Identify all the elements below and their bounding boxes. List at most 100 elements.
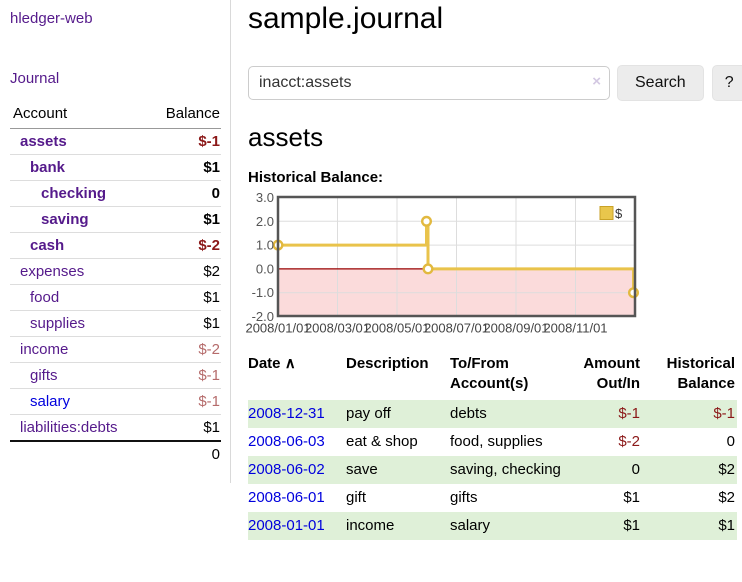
search-input[interactable] bbox=[248, 66, 610, 100]
svg-text:3.0: 3.0 bbox=[256, 190, 274, 205]
svg-text:2008/05/01: 2008/05/01 bbox=[364, 321, 429, 336]
chart-svg: $ 3.0 2.0 1.0 0.0 -1.0 -2.0 2008/01/01 2… bbox=[248, 193, 646, 339]
clear-search-icon[interactable]: × bbox=[592, 73, 601, 90]
svg-text:2008/03/01: 2008/03/01 bbox=[305, 321, 370, 336]
transaction-date-link[interactable]: 2008-06-01 bbox=[248, 489, 325, 506]
transaction-date-link[interactable]: 2008-12-31 bbox=[248, 405, 325, 422]
account-heading: assets bbox=[248, 122, 742, 153]
account-link-cash[interactable]: cash bbox=[30, 237, 64, 254]
transaction-accounts: gifts bbox=[450, 484, 580, 512]
transaction-amount: $-1 bbox=[580, 400, 642, 428]
accounts-total-value: 0 bbox=[147, 441, 221, 467]
account-balance: $1 bbox=[147, 415, 221, 442]
account-link-checking[interactable]: checking bbox=[41, 185, 106, 202]
register-col-date[interactable]: Date ∧ bbox=[248, 352, 346, 400]
sort-ascending-icon: ∧ bbox=[285, 355, 296, 372]
register-col-balance: Historical Balance bbox=[642, 352, 737, 400]
account-link-income[interactable]: income bbox=[20, 341, 68, 358]
account-balance: $1 bbox=[147, 155, 221, 181]
transaction-accounts: saving, checking bbox=[450, 456, 580, 484]
register-row: 2008-06-02 save saving, checking 0 $2 bbox=[248, 456, 737, 484]
transaction-balance: $2 bbox=[642, 484, 737, 512]
svg-text:-1.0: -1.0 bbox=[252, 285, 274, 300]
transaction-amount: $-2 bbox=[580, 428, 642, 456]
account-row: supplies $1 bbox=[10, 311, 221, 337]
transaction-description: income bbox=[346, 512, 450, 540]
account-row: gifts $-1 bbox=[10, 363, 221, 389]
account-row: income $-2 bbox=[10, 337, 221, 363]
register-row: 2008-06-01 gift gifts $1 $2 bbox=[248, 484, 737, 512]
account-link-saving[interactable]: saving bbox=[41, 211, 89, 228]
accounts-col-account: Account bbox=[10, 102, 147, 129]
svg-text:2008/01/01: 2008/01/01 bbox=[245, 321, 310, 336]
account-link-supplies[interactable]: supplies bbox=[30, 315, 85, 332]
register-col-accounts: To/From Account(s) bbox=[450, 352, 580, 400]
brand-link[interactable]: hledger-web bbox=[10, 10, 221, 27]
register-col-description: Description bbox=[346, 352, 450, 400]
main-content: sample.journal × Search ? assets Histori… bbox=[231, 0, 742, 540]
register-row: 2008-01-01 income salary $1 $1 bbox=[248, 512, 737, 540]
account-link-salary[interactable]: salary bbox=[30, 393, 70, 410]
account-balance: $-2 bbox=[147, 337, 221, 363]
register-row: 2008-12-31 pay off debts $-1 $-1 bbox=[248, 400, 737, 428]
transaction-description: save bbox=[346, 456, 450, 484]
transaction-date-link[interactable]: 2008-01-01 bbox=[248, 517, 325, 534]
transaction-balance: $2 bbox=[642, 456, 737, 484]
transaction-amount: $1 bbox=[580, 512, 642, 540]
account-link-gifts[interactable]: gifts bbox=[30, 367, 58, 384]
page-title: sample.journal bbox=[248, 2, 742, 36]
account-balance: $2 bbox=[147, 259, 221, 285]
transaction-description: eat & shop bbox=[346, 428, 450, 456]
account-row: cash $-2 bbox=[10, 233, 221, 259]
account-row: bank $1 bbox=[10, 155, 221, 181]
account-link-expenses[interactable]: expenses bbox=[20, 263, 84, 280]
account-link-assets[interactable]: assets bbox=[20, 133, 67, 150]
accounts-total-row: 0 bbox=[10, 441, 221, 467]
account-link-bank[interactable]: bank bbox=[30, 159, 65, 176]
sidebar: hledger-web Journal Account Balance asse… bbox=[0, 0, 231, 483]
account-row: salary $-1 bbox=[10, 389, 221, 415]
sidebar-item-journal[interactable]: Journal bbox=[10, 70, 221, 87]
transaction-date-link[interactable]: 2008-06-02 bbox=[248, 461, 325, 478]
account-row: expenses $2 bbox=[10, 259, 221, 285]
account-balance: $1 bbox=[147, 311, 221, 337]
svg-text:2.0: 2.0 bbox=[256, 214, 274, 229]
transaction-description: gift bbox=[346, 484, 450, 512]
svg-text:2008/09/01: 2008/09/01 bbox=[483, 321, 548, 336]
legend-swatch bbox=[600, 207, 613, 220]
svg-text:0.0: 0.0 bbox=[256, 261, 274, 276]
register-table: Date ∧ Description To/From Account(s) Am… bbox=[248, 352, 737, 540]
register-col-date-label: Date bbox=[248, 355, 281, 372]
transaction-amount: $1 bbox=[580, 484, 642, 512]
help-button[interactable]: ? bbox=[712, 65, 742, 101]
account-balance: $-1 bbox=[147, 389, 221, 415]
search-form: × Search ? bbox=[248, 65, 742, 101]
transaction-date-link[interactable]: 2008-06-03 bbox=[248, 433, 325, 450]
transaction-balance: $1 bbox=[642, 512, 737, 540]
accounts-col-balance: Balance bbox=[147, 102, 221, 129]
account-row: food $1 bbox=[10, 285, 221, 311]
transaction-accounts: food, supplies bbox=[450, 428, 580, 456]
chart-y-axis: 3.0 2.0 1.0 0.0 -1.0 -2.0 bbox=[252, 190, 274, 324]
svg-text:2008/07/01: 2008/07/01 bbox=[424, 321, 489, 336]
register-row: 2008-06-03 eat & shop food, supplies $-2… bbox=[248, 428, 737, 456]
account-link-liabilities-debts[interactable]: liabilities:debts bbox=[20, 419, 118, 436]
account-balance: $-2 bbox=[147, 233, 221, 259]
transaction-amount: 0 bbox=[580, 456, 642, 484]
app-layout: hledger-web Journal Account Balance asse… bbox=[0, 0, 742, 540]
chart-x-axis: 2008/01/01 2008/03/01 2008/05/01 2008/07… bbox=[245, 321, 607, 336]
transaction-accounts: salary bbox=[450, 512, 580, 540]
transaction-accounts: debts bbox=[450, 400, 580, 428]
account-balance: 0 bbox=[147, 181, 221, 207]
account-balance: $-1 bbox=[147, 129, 221, 155]
account-balance: $-1 bbox=[147, 363, 221, 389]
account-link-food[interactable]: food bbox=[30, 289, 59, 306]
account-balance: $1 bbox=[147, 207, 221, 233]
account-row: assets $-1 bbox=[10, 129, 221, 155]
historical-balance-chart: $ 3.0 2.0 1.0 0.0 -1.0 -2.0 2008/01/01 2… bbox=[248, 193, 742, 339]
search-button[interactable]: Search bbox=[617, 65, 704, 101]
chart-legend: $ bbox=[600, 206, 623, 221]
legend-label: $ bbox=[615, 206, 623, 221]
account-balance: $1 bbox=[147, 285, 221, 311]
transaction-balance: 0 bbox=[642, 428, 737, 456]
